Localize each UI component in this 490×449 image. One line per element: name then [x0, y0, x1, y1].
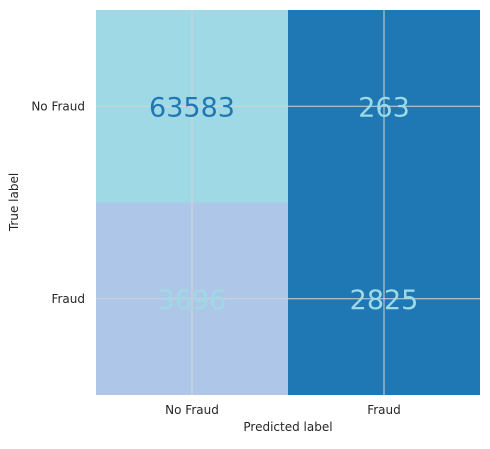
grid-layer [96, 10, 480, 395]
ticks-layer: No Fraud Fraud No Fraud Fraud [31, 99, 400, 417]
x-axis-label: Predicted label [243, 420, 332, 434]
cell-value-r1-c1: 2825 [350, 285, 419, 316]
values-layer: 63583 263 3696 2825 [149, 92, 418, 316]
cell-value-r0-c1: 263 [358, 92, 410, 123]
x-tick-label: No Fraud [165, 403, 219, 417]
y-tick-label: Fraud [51, 292, 85, 306]
cells-layer [96, 10, 480, 395]
cell-value-r1-c0: 3696 [158, 285, 227, 316]
cell-value-r0-c0: 63583 [149, 92, 235, 123]
y-axis-label: True label [7, 173, 21, 232]
y-tick-label: No Fraud [31, 99, 85, 113]
x-tick-label: Fraud [367, 403, 401, 417]
